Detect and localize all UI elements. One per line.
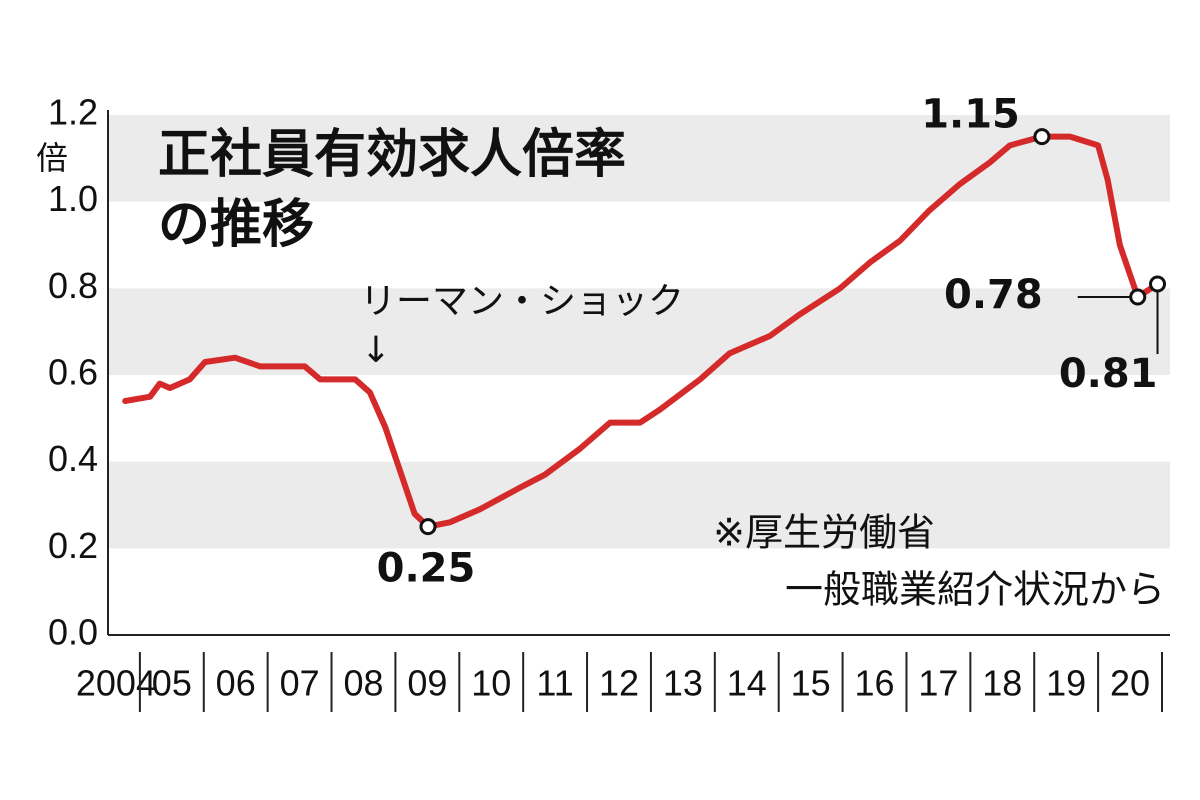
x-tick-label: 09 [407, 663, 447, 704]
x-tick-label: 08 [343, 663, 383, 704]
x-tick-label: 05 [152, 663, 192, 704]
line-series [122, 133, 1161, 530]
grid-band [108, 461, 1170, 549]
x-tick-label: 20 [1110, 663, 1150, 704]
y-tick-label: 0.0 [48, 612, 98, 653]
annotation: リーマン・ショック [360, 281, 684, 322]
marker-label: 1.15 [921, 92, 1020, 138]
x-tick-label: 16 [855, 663, 895, 704]
marker-label: 0.81 [1059, 351, 1158, 397]
x-tick-label: 15 [791, 663, 831, 704]
marker [1129, 288, 1147, 306]
marker [419, 518, 437, 536]
title-line: 正社員有効求人倍率 [158, 125, 626, 185]
x-tick-label: 14 [727, 663, 767, 704]
title-line: の推移 [158, 195, 314, 255]
marker-label: 0.25 [377, 546, 476, 592]
annotation-arrow: ↓ [361, 330, 391, 371]
y-tick-label: 0.2 [48, 525, 98, 566]
x-tick-label: 12 [599, 663, 639, 704]
x-tick-label: 13 [663, 663, 703, 704]
y-tick-label: 0.8 [48, 265, 98, 306]
marker-label: 0.78 [944, 272, 1043, 318]
x-tick-label: 2004 [76, 663, 156, 704]
x-tick-label: 10 [471, 663, 511, 704]
source-line: ※厚生労働省 [713, 511, 935, 555]
x-tick-label: 18 [982, 663, 1022, 704]
y-tick-label: 1.2 [48, 92, 98, 133]
marker [1033, 128, 1051, 146]
x-tick-label: 17 [918, 663, 958, 704]
x-tick-label: 06 [216, 663, 256, 704]
y-tick-label: 0.4 [48, 438, 98, 479]
source-line: 一般職業紹介状況から [785, 568, 1165, 612]
x-tick-label: 07 [280, 663, 320, 704]
marker [1149, 275, 1167, 293]
y-tick-label: 0.6 [48, 352, 98, 393]
grid-band [108, 288, 1170, 375]
x-tick-label: 11 [536, 663, 573, 704]
y-unit: 倍 [36, 139, 68, 177]
y-tick-label: 1.0 [48, 178, 98, 219]
x-tick-label: 19 [1046, 663, 1086, 704]
